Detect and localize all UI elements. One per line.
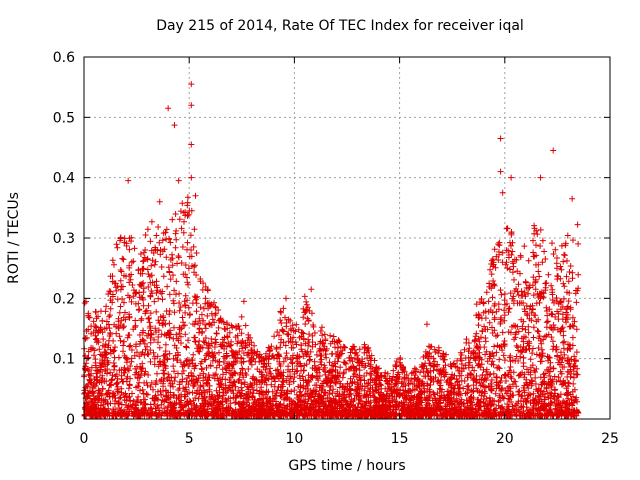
y-tick-label: 0	[66, 412, 75, 428]
x-tick-label: 15	[391, 431, 409, 447]
roti-outlier-point	[156, 198, 163, 205]
axis-ticks: 0 0.1 0.2 0.3 0.4 0.5 0.6 0 5 10 15 20 25	[53, 50, 619, 447]
x-tick-label: 5	[185, 431, 194, 447]
y-tick-label: 0.3	[53, 231, 75, 247]
roti-outlier-point	[423, 321, 430, 328]
roti-outlier-point	[188, 141, 195, 148]
x-tick-label: 25	[601, 431, 619, 447]
y-axis-label: ROTI / TECUs	[6, 192, 22, 284]
roti-outlier-point	[550, 147, 557, 154]
roti-outlier-point	[175, 177, 182, 184]
roti-outlier-point	[240, 298, 247, 305]
roti-outlier-point	[188, 81, 195, 88]
y-tick-label: 0.1	[53, 352, 75, 368]
y-tick-label: 0.4	[53, 171, 75, 187]
x-tick-label: 10	[285, 431, 303, 447]
roti-outlier-point	[537, 174, 544, 181]
roti-point-cloud	[81, 194, 582, 419]
roti-outlier-point	[171, 122, 178, 129]
x-axis-label: GPS time / hours	[288, 458, 405, 474]
roti-outlier-point	[508, 174, 515, 181]
roti-outlier-point	[192, 192, 199, 199]
roti-outlier-point	[499, 189, 506, 196]
roti-outlier-point	[282, 295, 289, 302]
y-tick-label: 0.6	[53, 50, 75, 66]
roti-outlier-point	[188, 102, 195, 109]
roti-outlier-point	[165, 105, 172, 112]
roti-outlier-point	[308, 286, 315, 293]
roti-outlier-point	[497, 135, 504, 142]
y-tick-label: 0.5	[53, 110, 75, 126]
roti-outlier-point	[188, 174, 195, 181]
roti-outlier-point	[125, 177, 132, 184]
x-tick-label: 0	[80, 431, 89, 447]
chart-title: Day 215 of 2014, Rate Of TEC Index for r…	[156, 18, 524, 34]
roti-outlier-point	[497, 168, 504, 175]
x-tick-label: 20	[496, 431, 514, 447]
data-points	[81, 81, 582, 419]
roti-outlier-point	[569, 195, 576, 202]
y-tick-label: 0.2	[53, 291, 75, 307]
